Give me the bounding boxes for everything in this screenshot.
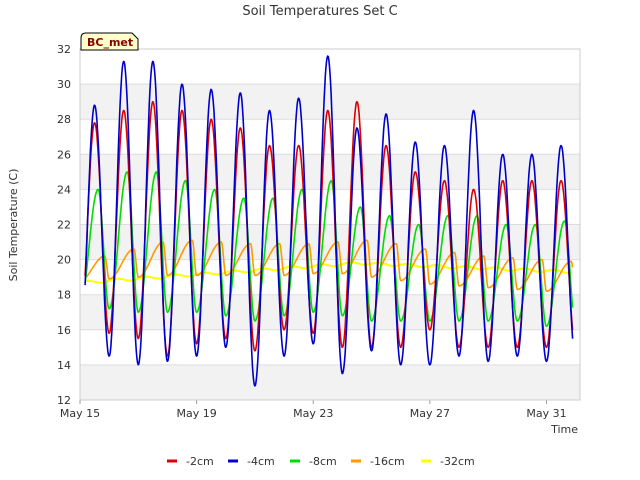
- series-line-minus-16cm: [84, 239, 574, 292]
- y-axis-ticks: 12 14 16 18 20 22 24 26 28 30 32: [57, 43, 71, 407]
- data-series: [84, 55, 574, 387]
- x-axis-ticks: May 15 May 19 May 23 May 27 May 31: [60, 400, 567, 420]
- x-tick-label: May 15: [60, 407, 100, 420]
- legend-label: -2cm: [186, 455, 214, 468]
- plot-band: [80, 294, 580, 330]
- legend-label: -4cm: [247, 455, 275, 468]
- plot-band: [80, 224, 580, 260]
- y-tick-label: 32: [57, 43, 71, 56]
- x-tick-label: May 27: [410, 407, 450, 420]
- station-badge: BC_met: [80, 32, 139, 51]
- x-tick-label: May 19: [176, 407, 216, 420]
- y-tick-label: 16: [57, 324, 71, 337]
- plot-band: [80, 364, 580, 400]
- x-axis-title: Time: [550, 423, 578, 436]
- y-tick-label: 24: [57, 183, 71, 196]
- y-tick-label: 26: [57, 148, 71, 161]
- y-tick-label: 18: [57, 289, 71, 302]
- chart-title: Soil Temperatures Set C: [242, 4, 397, 19]
- y-tick-label: 14: [57, 359, 71, 372]
- station-label: BC_met: [87, 36, 133, 49]
- series-line-minus-4cm: [84, 55, 574, 387]
- station-badge-shape: [80, 32, 139, 51]
- plot-band: [80, 84, 580, 120]
- y-axis-title: Soil Temperature (C): [7, 169, 20, 282]
- legend-label: -16cm: [370, 455, 405, 468]
- series-line-minus-32cm: [84, 261, 573, 284]
- legend-label: -8cm: [309, 455, 337, 468]
- y-tick-label: 28: [57, 113, 71, 126]
- y-tick-label: 22: [57, 219, 71, 232]
- y-tick-label: 12: [57, 394, 71, 407]
- y-tick-label: 30: [57, 78, 71, 91]
- series-line-minus-8cm: [84, 171, 574, 327]
- legend-label: -32cm: [440, 455, 475, 468]
- plot-frame: [79, 48, 581, 401]
- x-tick-label: May 23: [293, 407, 333, 420]
- legend: -2cm -4cm -8cm -16cm -32cm: [167, 455, 475, 468]
- x-tick-label: May 31: [526, 407, 566, 420]
- y-tick-label: 20: [57, 254, 71, 267]
